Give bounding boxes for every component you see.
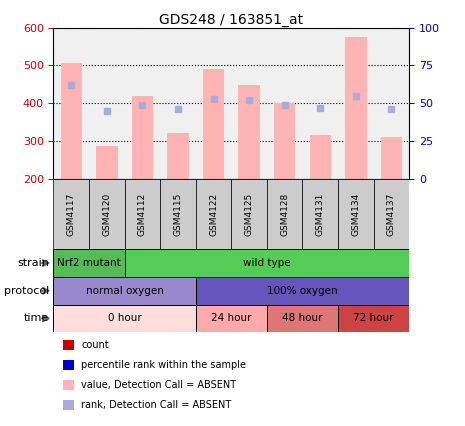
Text: GSM4117: GSM4117 bbox=[67, 193, 76, 236]
Bar bbox=[53, 249, 125, 277]
Text: GSM4134: GSM4134 bbox=[352, 193, 360, 236]
Bar bbox=[374, 179, 409, 249]
Bar bbox=[53, 179, 89, 249]
Bar bbox=[274, 103, 295, 179]
Text: GSM4125: GSM4125 bbox=[245, 193, 253, 236]
Bar bbox=[239, 85, 260, 179]
Text: time: time bbox=[24, 314, 49, 323]
Bar bbox=[125, 179, 160, 249]
Bar bbox=[338, 305, 409, 332]
Bar bbox=[381, 137, 402, 179]
Bar bbox=[60, 63, 82, 179]
Text: GSM4115: GSM4115 bbox=[173, 193, 182, 236]
Bar bbox=[232, 179, 267, 249]
Bar bbox=[203, 69, 224, 179]
Text: wild type: wild type bbox=[243, 258, 291, 268]
Text: GSM4131: GSM4131 bbox=[316, 193, 325, 236]
Text: GSM4128: GSM4128 bbox=[280, 193, 289, 236]
Text: 48 hour: 48 hour bbox=[282, 314, 323, 323]
Text: strain: strain bbox=[17, 258, 49, 268]
Bar bbox=[96, 146, 118, 179]
Text: 24 hour: 24 hour bbox=[211, 314, 252, 323]
Bar bbox=[345, 37, 366, 179]
Bar bbox=[338, 179, 374, 249]
Text: count: count bbox=[81, 340, 109, 350]
Bar bbox=[132, 97, 153, 179]
Text: rank, Detection Call = ABSENT: rank, Detection Call = ABSENT bbox=[81, 400, 232, 410]
Bar bbox=[89, 179, 125, 249]
Text: value, Detection Call = ABSENT: value, Detection Call = ABSENT bbox=[81, 380, 237, 390]
Bar bbox=[53, 305, 196, 332]
Text: 72 hour: 72 hour bbox=[353, 314, 394, 323]
Bar bbox=[303, 179, 338, 249]
Text: GSM4122: GSM4122 bbox=[209, 193, 218, 236]
Bar bbox=[167, 133, 189, 179]
Title: GDS248 / 163851_at: GDS248 / 163851_at bbox=[159, 13, 303, 27]
Text: protocol: protocol bbox=[4, 286, 49, 296]
Text: GSM4137: GSM4137 bbox=[387, 193, 396, 236]
Bar bbox=[53, 277, 196, 305]
Bar bbox=[196, 277, 409, 305]
Text: percentile rank within the sample: percentile rank within the sample bbox=[81, 360, 246, 370]
Text: normal oxygen: normal oxygen bbox=[86, 286, 164, 296]
Bar bbox=[196, 305, 267, 332]
Text: GSM4120: GSM4120 bbox=[102, 193, 111, 236]
Bar bbox=[310, 135, 331, 179]
Text: 0 hour: 0 hour bbox=[108, 314, 141, 323]
Bar bbox=[267, 305, 338, 332]
Text: 100% oxygen: 100% oxygen bbox=[267, 286, 338, 296]
Bar bbox=[196, 179, 232, 249]
Bar bbox=[160, 179, 196, 249]
Bar bbox=[125, 249, 409, 277]
Text: Nrf2 mutant: Nrf2 mutant bbox=[57, 258, 121, 268]
Bar bbox=[267, 179, 303, 249]
Text: GSM4112: GSM4112 bbox=[138, 193, 147, 236]
